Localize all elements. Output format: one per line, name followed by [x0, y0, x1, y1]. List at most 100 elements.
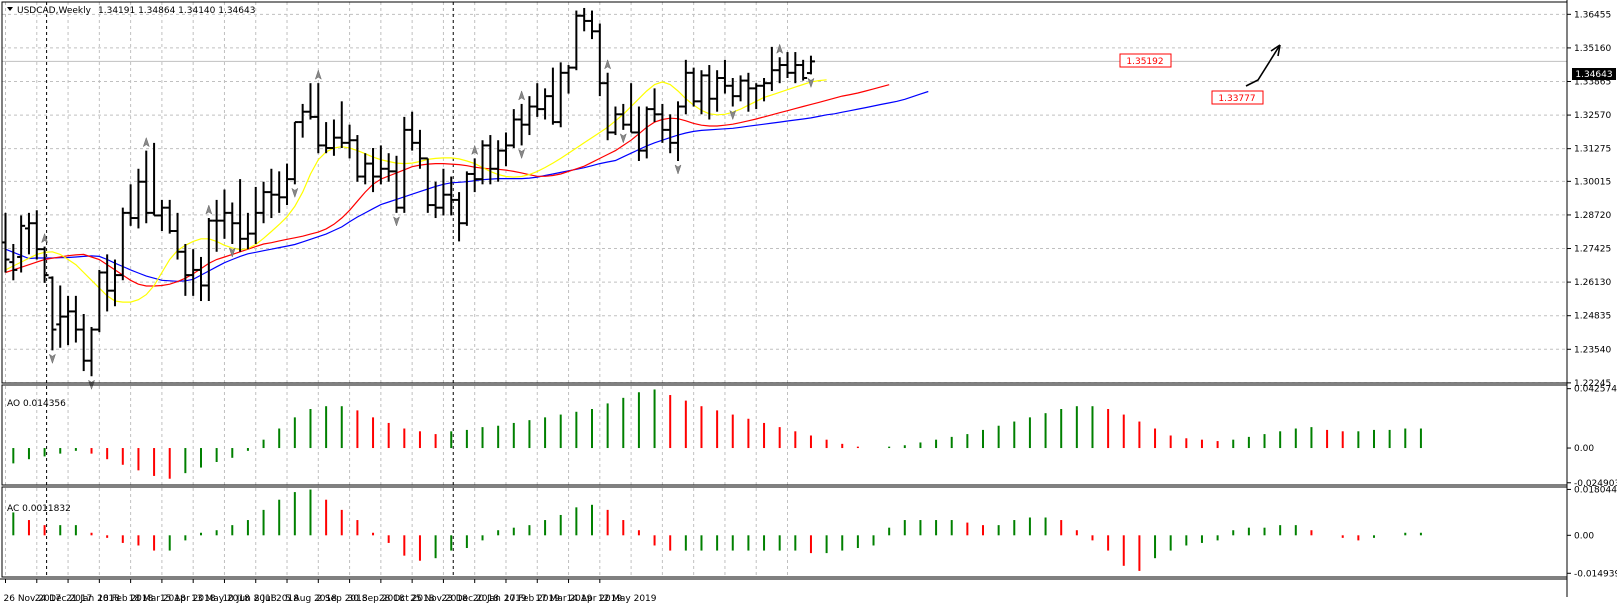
panel-frame	[1, 384, 1568, 486]
ohlc-bar	[220, 189, 229, 239]
time-tick-label: 26 Nov 2017	[4, 594, 62, 604]
ohlc-bar	[361, 153, 370, 185]
time-tick-label: 12 May 2019	[598, 594, 657, 604]
fractal-up-icon	[471, 144, 479, 156]
ohlc-bar	[322, 122, 331, 154]
ohlc-bar	[157, 199, 166, 232]
time-tick-label: 25 Nov 2018	[410, 594, 468, 604]
ohlc-bar	[32, 210, 41, 260]
ohlc-bar	[642, 106, 651, 159]
price-tick-label: 1.31275	[1574, 145, 1611, 155]
panel-frame	[1, 486, 1568, 578]
ohlc-bar	[674, 101, 683, 161]
ohlc-bar	[627, 83, 636, 134]
price-tick-label: 1.30015	[1574, 177, 1611, 187]
ohlc-bar	[611, 106, 620, 136]
price-label-box-high	[1119, 53, 1172, 68]
price-tick-label: 1.32570	[1574, 111, 1611, 121]
ohlc-bar	[236, 179, 245, 252]
ohlc-bar	[791, 52, 800, 84]
ohlc-bar	[369, 148, 378, 193]
ohlc-bar	[783, 52, 792, 78]
time-tick-label: 2 Sep 2018	[316, 594, 368, 604]
ohlc-bar	[9, 243, 18, 281]
ohlc-bar	[1, 212, 10, 273]
ohlc-bar	[494, 140, 503, 182]
ohlc-bar	[165, 199, 174, 234]
time-tick-label: 20 Jan 2019	[473, 594, 527, 604]
ohlc-bar	[486, 135, 495, 185]
ohlc-bar	[525, 96, 534, 136]
ohlc-header: 1.34191 1.34864 1.34140 1.34643	[98, 6, 255, 16]
price-tick-label: 1.27425	[1574, 245, 1611, 255]
time-tick-label: 24 Dec 2017	[35, 594, 93, 604]
time-tick-label: 18 Mar 2018	[129, 594, 186, 604]
fractal-down-icon	[807, 77, 815, 89]
ohlc-bar	[376, 145, 385, 185]
ohlc-bar	[439, 168, 448, 216]
ohlc-bar	[728, 77, 737, 107]
time-tick-label: 13 May 2018	[191, 594, 250, 604]
ao-header: AO 0.014356	[7, 399, 66, 409]
time-tick-label: 5 Aug 2018	[285, 594, 337, 604]
ohlc-bar	[189, 249, 198, 296]
time-tick-label: 23 Dec 2018	[441, 594, 499, 604]
fractal-down-icon	[619, 133, 627, 144]
fractal-down-icon	[518, 148, 526, 160]
ohlc-bar	[134, 168, 143, 229]
ohlc-bar	[470, 158, 479, 193]
price-tick-label: 1.26130	[1574, 278, 1611, 288]
indicator-tick-label: 0.00	[1574, 531, 1594, 541]
time-tick-label: 18 Feb 2018	[97, 594, 153, 604]
ohlc-bar	[110, 259, 119, 307]
ohlc-bar	[595, 23, 604, 97]
dropdown-triangle-icon[interactable]	[7, 7, 13, 11]
indicator-tick-label: 0.00	[1574, 444, 1594, 454]
ma-line	[5, 79, 827, 303]
current-price-tag	[1572, 68, 1616, 80]
ohlc-bar	[243, 212, 252, 250]
ohlc-bar	[541, 88, 550, 120]
fractal-down-icon	[674, 164, 682, 175]
ohlc-bar	[736, 75, 745, 102]
ohlc-bar	[173, 212, 182, 260]
ohlc-bar	[556, 62, 565, 128]
ohlc-bar	[400, 116, 409, 213]
trend-arrow	[1245, 44, 1281, 87]
ohlc-bar	[744, 72, 753, 112]
indicator-tick-label: -0.014939	[1574, 569, 1617, 579]
ohlc-bar	[17, 215, 26, 273]
ohlc-bars	[1, 7, 815, 377]
time-tick-label: 17 Mar 2019	[535, 594, 592, 604]
ohlc-bar	[564, 65, 573, 94]
ohlc-bar	[64, 295, 73, 346]
fractal-markers	[41, 43, 815, 391]
price-tick-label: 1.36455	[1574, 10, 1611, 20]
ohlc-bar	[283, 163, 292, 206]
fractal-up-icon	[604, 59, 612, 70]
ohlc-bar	[588, 10, 596, 40]
ohlc-bar	[415, 129, 424, 169]
time-tick-label: 10 Jun 2018	[222, 594, 276, 604]
ohlc-bar	[517, 103, 526, 146]
ohlc-bar	[689, 67, 698, 107]
ohlc-bar	[337, 101, 346, 149]
current-price-text: 1.34643	[1575, 70, 1612, 80]
price-label-high: 1.35192	[1126, 57, 1163, 67]
ohlc-bar	[455, 192, 464, 242]
ohlc-bar	[298, 103, 307, 138]
time-tick-label: 30 Sep 2018	[348, 594, 405, 604]
ohlc-bar	[251, 186, 260, 244]
symbol-header: USDCAD,Weekly	[17, 6, 92, 16]
time-tick-label: 28 Oct 2018	[379, 594, 435, 604]
ohlc-bar	[775, 57, 784, 84]
ohlc-bar	[329, 119, 338, 156]
price-tick-label: 1.28720	[1574, 211, 1611, 221]
ohlc-bar	[408, 111, 417, 151]
ao-histogram	[12, 389, 1422, 479]
ohlc-bar	[314, 83, 323, 154]
ohlc-bar	[181, 243, 190, 296]
ohlc-bar	[580, 7, 589, 32]
ohlc-bar	[619, 103, 628, 130]
price-tick-label: 1.33865	[1574, 77, 1611, 87]
